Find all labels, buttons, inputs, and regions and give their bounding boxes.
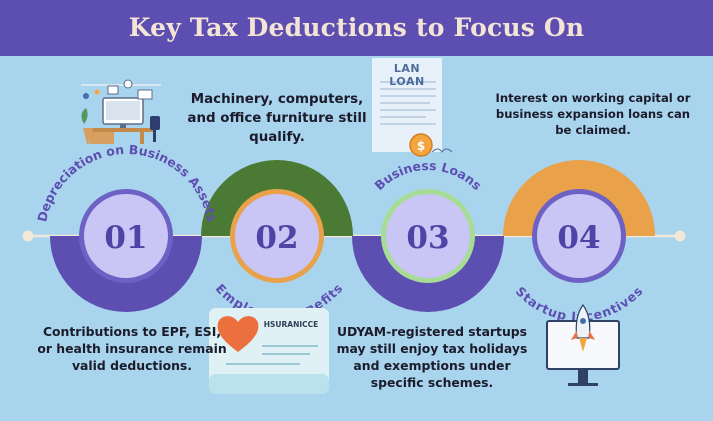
page-title: Key Tax Deductions to Focus On <box>128 13 585 42</box>
step-number-02: 02 <box>255 220 298 256</box>
step-number-04: 04 <box>557 220 600 256</box>
svg-text:$: $ <box>417 139 425 153</box>
step-circle-01 <box>79 189 173 283</box>
timeline-start-dot <box>22 230 34 242</box>
step-circle-02 <box>230 189 324 283</box>
description-udyam: UDYAM-registered startups may still enjo… <box>336 324 528 390</box>
office-desk-icon <box>81 79 161 144</box>
timeline-end-dot <box>674 230 686 242</box>
loan-document-title: LAN LOAN <box>389 62 425 88</box>
loan-document-icon <box>372 58 453 153</box>
step-number-03: 03 <box>406 220 449 256</box>
coin-icon: $ <box>409 133 433 157</box>
header-banner: Key Tax Deductions to Focus On <box>0 0 713 56</box>
description-machinery: Machinery, computers, and office furnitu… <box>187 92 367 145</box>
step-circle-04 <box>532 189 626 283</box>
svg-text:HSURANICCE: HSURANICCE <box>264 320 319 329</box>
step-label-03: Business Loans <box>371 158 484 193</box>
heart-icon <box>217 316 259 352</box>
step-circle-03 <box>381 189 475 283</box>
description-interest: Interest on working capital or business … <box>495 91 691 137</box>
rocket-monitor-icon <box>546 303 620 386</box>
step-number-01: 01 <box>104 220 147 256</box>
description-contributions: Contributions to EPF, ESI, or health ins… <box>37 324 227 373</box>
